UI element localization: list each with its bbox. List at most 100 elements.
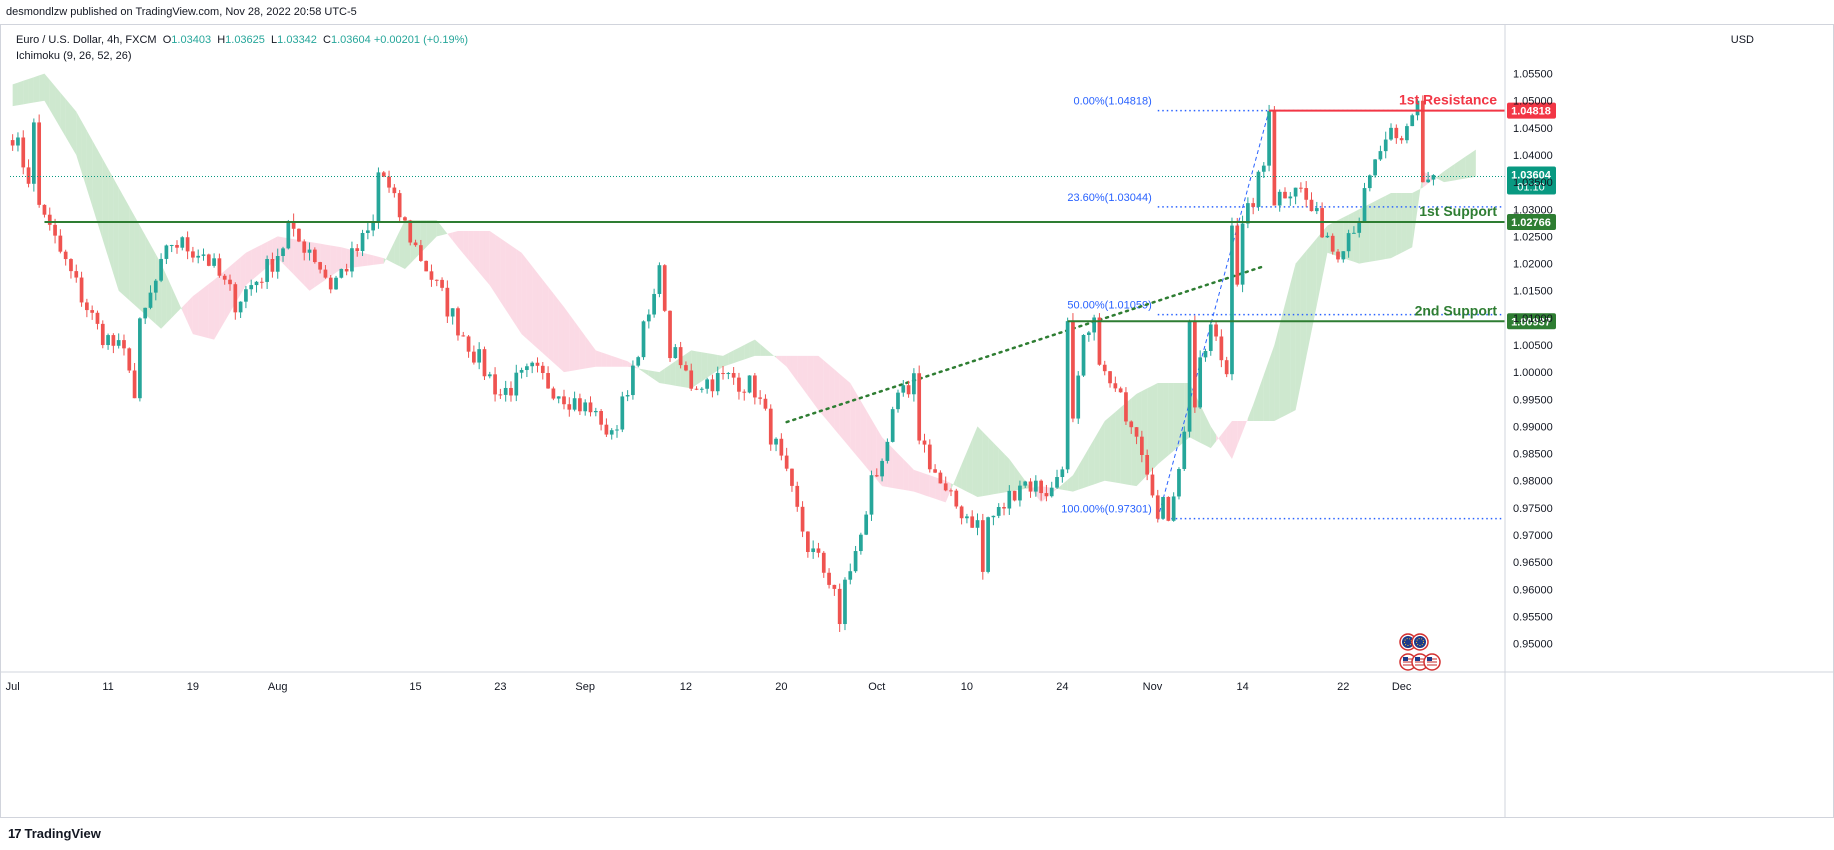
- cloud-segment: [1470, 149, 1476, 178]
- cloud-segment: [1369, 201, 1376, 262]
- candle-body: [116, 340, 121, 346]
- candle: [1145, 449, 1150, 481]
- candle-body: [615, 429, 619, 431]
- flag-us-icon[interactable]: [1399, 653, 1417, 671]
- candle: [1113, 376, 1118, 392]
- candle: [1426, 171, 1430, 183]
- candle-body: [206, 254, 211, 266]
- candle-body: [487, 374, 492, 377]
- candle: [599, 408, 603, 431]
- cloud-segment: [781, 355, 787, 367]
- candle-body: [975, 520, 980, 528]
- candle: [472, 345, 476, 365]
- cloud-segment: [92, 140, 98, 223]
- candle-body: [821, 552, 826, 573]
- fibonacci-retracement[interactable]: 0.00%(1.04818) 23.60%(1.03044) 50.00%(1.01…: [1061, 96, 1503, 520]
- candle-body: [159, 258, 163, 281]
- cloud-segment: [198, 288, 204, 337]
- candle: [525, 363, 529, 378]
- candle: [800, 501, 805, 538]
- candle: [1320, 202, 1324, 239]
- symbol-legend[interactable]: Euro / U.S. Dollar, 4h, FXCM O1.03403 H1…: [16, 34, 468, 46]
- candle: [1060, 466, 1065, 483]
- tradingview-logo[interactable]: 17 TradingView: [8, 826, 101, 841]
- candle: [397, 189, 402, 222]
- cloud-segment: [495, 234, 501, 302]
- candle: [832, 584, 837, 596]
- support-resistance-levels[interactable]: 1st Resistance 1.04818 1st Support 1.02766 2…: [10, 92, 1556, 330]
- cloud-segment: [304, 240, 310, 291]
- candle-body: [1124, 392, 1128, 422]
- cloud-segment: [754, 339, 761, 356]
- candle: [148, 285, 153, 310]
- candle-body: [678, 347, 683, 366]
- candle: [1336, 249, 1340, 263]
- cloud-segment: [839, 373, 845, 442]
- candle-body: [1309, 199, 1314, 212]
- cloud-segment: [1131, 393, 1137, 487]
- level-price-tag: [1507, 313, 1556, 330]
- ohlc-open: O1.03403: [162, 34, 212, 46]
- cloud-segment: [139, 225, 146, 315]
- time-axis-tick: 15: [409, 681, 421, 693]
- candle-body: [636, 357, 641, 366]
- candle: [127, 347, 132, 374]
- ohlc-low: L1.03342: [271, 34, 317, 46]
- candle: [1124, 387, 1128, 426]
- flag-eu-icon[interactable]: [1411, 633, 1429, 651]
- cloud-segment: [457, 231, 464, 254]
- candle-body: [228, 279, 232, 285]
- candle: [42, 204, 47, 218]
- candle-body: [668, 310, 672, 359]
- cloud-segment: [654, 371, 660, 383]
- flag-us-icon[interactable]: [1411, 653, 1429, 671]
- candle: [413, 239, 418, 247]
- trendline[interactable]: [785, 265, 1266, 424]
- candle-body: [16, 137, 20, 146]
- candle-body: [74, 271, 79, 278]
- cloud-segment: [913, 469, 920, 494]
- candle-body: [1097, 317, 1102, 365]
- candle-body: [705, 379, 709, 389]
- candle-body: [1081, 334, 1086, 376]
- price-axis-tick: 1.00000: [1513, 367, 1553, 379]
- candle: [774, 437, 778, 452]
- candle: [32, 118, 36, 192]
- candle: [307, 242, 312, 261]
- candle-body: [1341, 251, 1346, 260]
- candle: [965, 513, 969, 524]
- candle-body: [620, 396, 625, 430]
- cloud-segment: [1094, 430, 1100, 485]
- candle: [1161, 496, 1165, 520]
- candle: [588, 396, 593, 417]
- symbol-name: Euro / U.S. Dollar, 4h, FXCM: [16, 34, 157, 46]
- flag-eu-icon[interactable]: [1399, 633, 1417, 651]
- candle-body: [869, 475, 874, 515]
- candle: [556, 396, 561, 404]
- flag-us-icon[interactable]: [1423, 653, 1441, 671]
- cloud-segment: [23, 79, 29, 105]
- candle: [238, 301, 243, 318]
- cloud-segment: [431, 220, 437, 242]
- price-axis-tick: 1.05500: [1513, 69, 1553, 81]
- cloud-segment: [813, 355, 819, 411]
- candle-body: [477, 349, 482, 363]
- indicator-legend[interactable]: Ichimoku (9, 26, 52, 26): [16, 50, 132, 62]
- cloud-segment: [1295, 257, 1301, 411]
- fib-level-label: 50.00%(1.01059): [1067, 300, 1151, 312]
- candle-body: [509, 387, 513, 396]
- candle-body: [525, 366, 529, 370]
- candle-body: [212, 258, 216, 266]
- candle: [933, 464, 937, 474]
- candle: [201, 248, 206, 261]
- economic-event-icons[interactable]: [1399, 633, 1441, 671]
- cloud-segment: [723, 353, 729, 367]
- cloud-segment: [129, 206, 135, 305]
- candle: [779, 433, 784, 461]
- cloud-segment: [1072, 466, 1079, 492]
- cloud-segment: [171, 287, 177, 318]
- cloud-segment: [988, 437, 994, 496]
- price-axis-tick: 0.96000: [1513, 584, 1553, 596]
- candle-body: [472, 351, 476, 363]
